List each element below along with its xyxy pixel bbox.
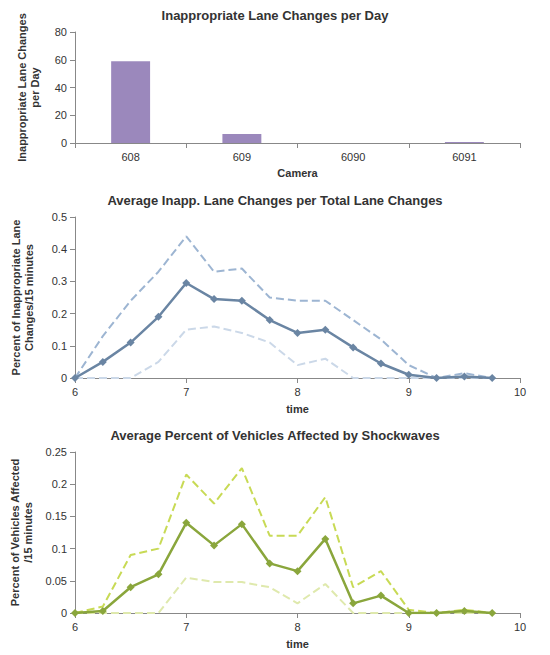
svg-text:0: 0 [61,607,67,619]
svg-text:6091: 6091 [452,151,476,163]
svg-text:0.05: 0.05 [46,575,67,587]
svg-text:0.2: 0.2 [52,478,67,490]
svg-text:9: 9 [406,386,412,398]
svg-text:0.25: 0.25 [46,446,67,458]
svg-text:time: time [286,638,309,650]
svg-text:10: 10 [514,386,526,398]
svg-text:0.5: 0.5 [52,211,67,223]
svg-text:7: 7 [183,621,189,633]
svg-text:40: 40 [55,82,67,94]
svg-text:10: 10 [514,621,526,633]
svg-text:6: 6 [72,621,78,633]
svg-text:Percent of Vehicles Affected: Percent of Vehicles Affected [9,459,21,607]
svg-text:0.4: 0.4 [52,243,67,255]
svg-text:609: 609 [233,151,251,163]
svg-text:Inappropriate Lane Changes: Inappropriate Lane Changes [16,13,28,162]
svg-text:per Day: per Day [29,66,41,107]
svg-text:0.2: 0.2 [52,308,67,320]
svg-text:8: 8 [294,621,300,633]
svg-text:/15 minutes: /15 minutes [22,502,34,563]
svg-text:0.3: 0.3 [52,275,67,287]
svg-text:608: 608 [121,151,139,163]
svg-text:Percent of Inappropriate Lane: Percent of Inappropriate Lane [10,220,22,376]
svg-text:Average Inapp. Lane Changes pe: Average Inapp. Lane Changes per Total La… [107,193,442,208]
svg-text:9: 9 [406,621,412,633]
svg-text:20: 20 [55,109,67,121]
svg-text:0: 0 [61,372,67,384]
svg-text:Changes/15 minutes: Changes/15 minutes [23,244,35,351]
svg-text:7: 7 [183,386,189,398]
svg-text:Camera: Camera [277,167,318,179]
svg-text:0.1: 0.1 [52,543,67,555]
svg-text:Average Percent of Vehicles Af: Average Percent of Vehicles Affected by … [110,428,439,443]
svg-text:0.15: 0.15 [46,510,67,522]
svg-text:Inappropriate Lane Changes per: Inappropriate Lane Changes per Day [162,8,390,23]
svg-text:0.1: 0.1 [52,340,67,352]
svg-text:6: 6 [72,386,78,398]
svg-text:8: 8 [294,386,300,398]
svg-text:time: time [286,403,309,415]
svg-text:6090: 6090 [341,151,365,163]
svg-text:0: 0 [61,137,67,149]
svg-text:60: 60 [55,54,67,66]
svg-text:80: 80 [55,26,67,38]
